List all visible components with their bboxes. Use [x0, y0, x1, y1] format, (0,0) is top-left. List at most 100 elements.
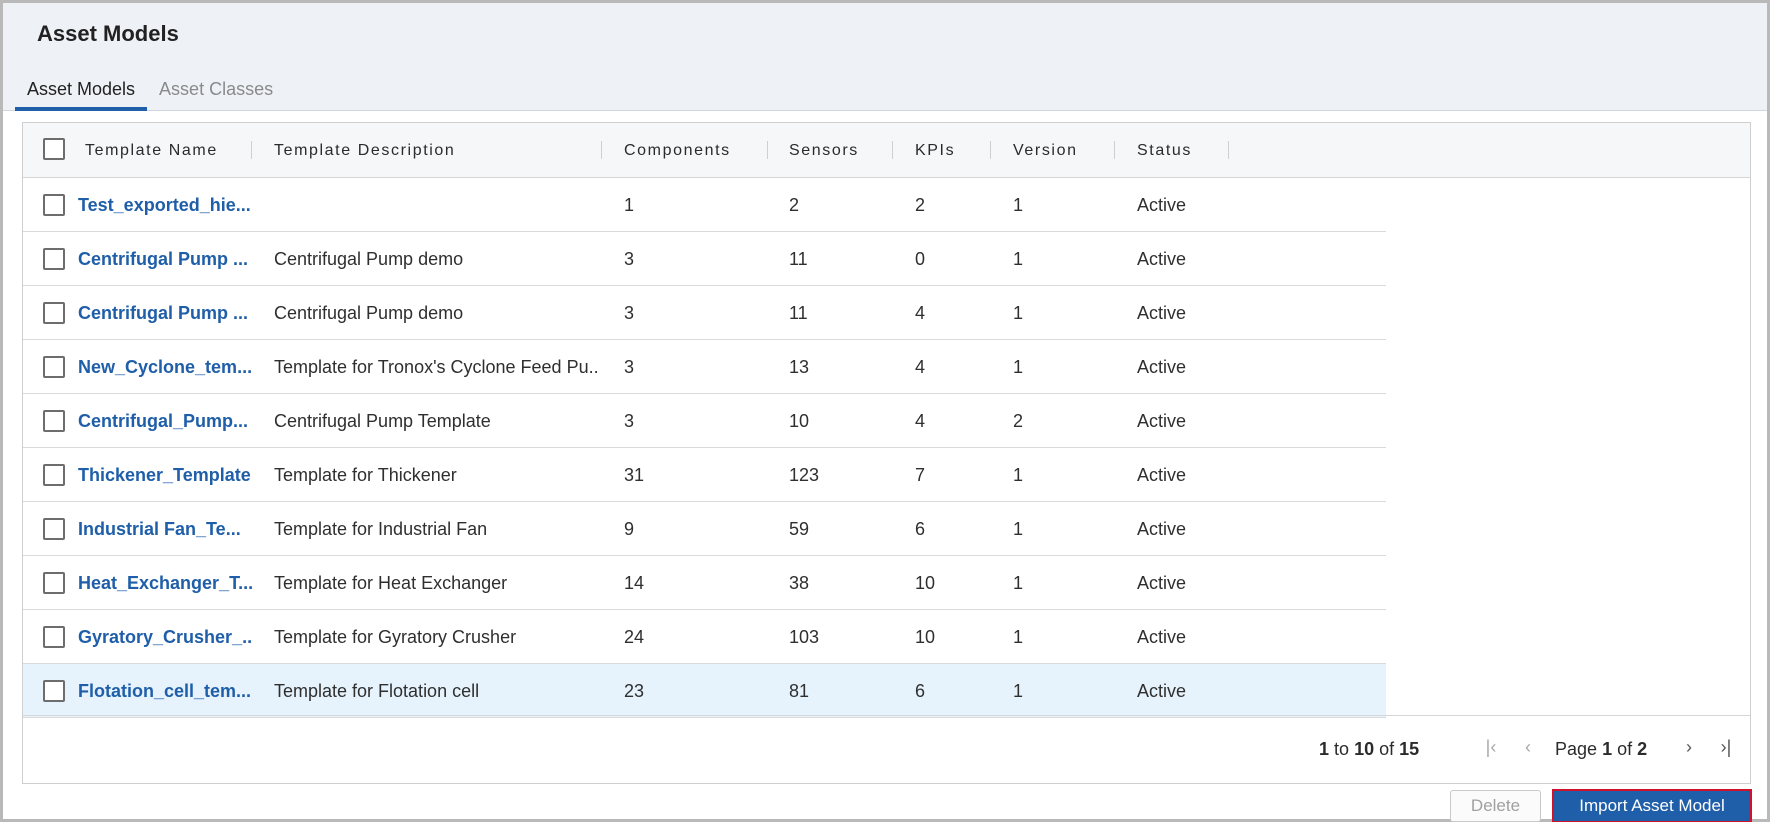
column-header-kpis[interactable]: KPIs [915, 142, 956, 159]
row-checkbox[interactable] [43, 572, 65, 594]
previous-page-icon[interactable]: ‹ [1525, 737, 1531, 757]
page-title: Asset Models [37, 21, 179, 46]
version-number: 1 [1013, 681, 1024, 701]
row-checkbox[interactable] [43, 248, 65, 270]
row-checkbox[interactable] [43, 518, 65, 540]
template-name-link[interactable]: New_Cyclone_tem... [78, 357, 253, 377]
column-header-version[interactable]: Version [1013, 142, 1078, 159]
components-count: 24 [624, 627, 645, 647]
template-description: Template for Industrial Fan [274, 519, 488, 539]
kpis-count: 10 [915, 573, 936, 593]
template-name-link[interactable]: Centrifugal Pump ... [78, 249, 249, 269]
sensors-count: 11 [789, 249, 808, 269]
last-page-icon[interactable]: ›| [1720, 737, 1732, 757]
row-checkbox[interactable] [43, 356, 65, 378]
template-name-link[interactable]: Heat_Exchanger_T... [78, 573, 253, 593]
template-name-link[interactable]: Centrifugal_Pump... [78, 411, 249, 431]
column-header-sensors[interactable]: Sensors [789, 142, 859, 159]
version-number: 1 [1013, 303, 1024, 323]
table-row[interactable]: New_Cyclone_tem... Template for Tronox's… [23, 340, 1386, 394]
column-separator[interactable] [767, 141, 768, 159]
row-checkbox[interactable] [43, 626, 65, 648]
page-of-word: of [1617, 739, 1633, 759]
range-to-word: to [1334, 739, 1350, 759]
sensors-count: 38 [789, 573, 810, 593]
status-text: Active [1137, 303, 1187, 323]
kpis-count: 7 [915, 465, 926, 485]
row-checkbox[interactable] [43, 302, 65, 324]
row-checkbox[interactable] [43, 410, 65, 432]
table-row[interactable]: Test_exported_hie... 1 2 2 1 Active [23, 178, 1386, 232]
current-page: 1 [1602, 739, 1613, 759]
template-name-link[interactable]: Flotation_cell_tem... [78, 681, 252, 701]
template-description: Template for Flotation cell [274, 681, 480, 701]
status-text: Active [1137, 519, 1187, 539]
tab-asset-models[interactable]: Asset Models [15, 79, 148, 111]
table-header: Template Name Template Description Compo… [23, 123, 1750, 178]
column-separator[interactable] [601, 141, 602, 159]
table-row[interactable]: Industrial Fan_Te... Template for Indust… [23, 502, 1386, 556]
column-separator[interactable] [1114, 141, 1115, 159]
total-pages: 2 [1637, 739, 1648, 759]
status-text: Active [1137, 411, 1187, 431]
sensors-count: 2 [789, 195, 800, 215]
import-asset-model-button[interactable]: Import Asset Model [1552, 789, 1752, 822]
version-number: 2 [1013, 411, 1024, 431]
column-header-template-description[interactable]: Template Description [274, 142, 456, 159]
table-row[interactable]: Centrifugal Pump ... Centrifugal Pump de… [23, 232, 1386, 286]
tab-asset-classes[interactable]: Asset Classes [159, 79, 274, 99]
page-word: Page [1555, 739, 1598, 759]
components-count: 1 [624, 195, 635, 215]
version-number: 1 [1013, 357, 1024, 377]
column-separator[interactable] [892, 141, 893, 159]
next-page-icon[interactable]: › [1686, 737, 1692, 757]
table-row[interactable]: Heat_Exchanger_T... Template for Heat Ex… [23, 556, 1386, 610]
version-number: 1 [1013, 627, 1024, 647]
column-separator[interactable] [990, 141, 991, 159]
table-row[interactable]: Centrifugal Pump ... Centrifugal Pump de… [23, 286, 1386, 340]
components-count: 14 [624, 573, 645, 593]
table-row[interactable]: Centrifugal_Pump... Centrifugal Pump Tem… [23, 394, 1386, 448]
status-text: Active [1137, 465, 1187, 485]
components-count: 3 [624, 411, 635, 431]
table-row-selected[interactable]: Flotation_cell_tem... Template for Flota… [23, 664, 1386, 718]
components-count: 23 [624, 681, 645, 701]
status-text: Active [1137, 249, 1187, 269]
template-description: Template for Thickener [274, 465, 457, 485]
row-checkbox[interactable] [43, 464, 65, 486]
table-row[interactable]: Thickener_Template Template for Thickene… [23, 448, 1386, 502]
row-checkbox[interactable] [43, 194, 65, 216]
template-description: Centrifugal Pump demo [274, 249, 464, 269]
sensors-count: 81 [789, 681, 810, 701]
table-row[interactable]: Gyratory_Crusher_... Template for Gyrato… [23, 610, 1386, 664]
template-name-link[interactable]: Industrial Fan_Te... [78, 519, 241, 539]
sensors-count: 10 [789, 411, 810, 431]
components-count: 3 [624, 249, 635, 269]
asset-models-table: Template Name Template Description Compo… [22, 122, 1751, 784]
components-count: 9 [624, 519, 635, 539]
column-header-template-name[interactable]: Template Name [85, 142, 218, 159]
template-name-link[interactable]: Centrifugal Pump ... [78, 303, 249, 323]
row-range-summary: 1 to 10 of 15 [1319, 739, 1419, 760]
column-separator[interactable] [251, 141, 252, 159]
row-checkbox[interactable] [43, 680, 65, 702]
kpis-count: 2 [915, 195, 926, 215]
template-name-link[interactable]: Thickener_Template [78, 465, 251, 485]
first-page-icon[interactable]: |‹ [1485, 737, 1497, 757]
page-indicator: Page 1 of 2 [1555, 739, 1647, 760]
kpis-count: 4 [915, 357, 926, 377]
version-number: 1 [1013, 573, 1024, 593]
page-header: Asset Models Asset Models Asset Classes [3, 3, 1767, 111]
status-text: Active [1137, 681, 1187, 701]
column-header-status[interactable]: Status [1137, 142, 1192, 159]
delete-button[interactable]: Delete [1450, 790, 1541, 822]
template-description: Centrifugal Pump demo [274, 303, 464, 323]
range-to: 10 [1354, 739, 1375, 759]
column-separator[interactable] [1228, 141, 1229, 159]
column-header-components[interactable]: Components [624, 142, 731, 159]
template-name-link[interactable]: Gyratory_Crusher_... [78, 627, 253, 647]
components-count: 3 [624, 303, 635, 323]
template-name-link[interactable]: Test_exported_hie... [78, 195, 251, 215]
select-all-checkbox[interactable] [43, 138, 65, 160]
